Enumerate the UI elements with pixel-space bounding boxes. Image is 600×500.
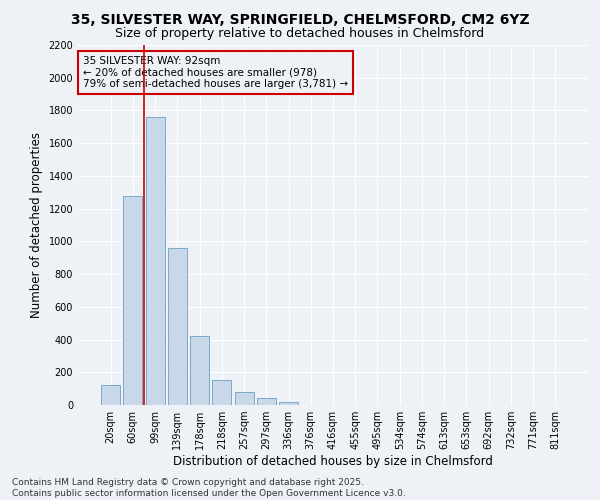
Y-axis label: Number of detached properties: Number of detached properties [30, 132, 43, 318]
Bar [212, 380, 231, 405]
Bar [124, 196, 142, 405]
Bar [101, 386, 120, 405]
Bar [235, 392, 254, 405]
X-axis label: Distribution of detached houses by size in Chelmsford: Distribution of detached houses by size … [173, 455, 493, 468]
Bar [257, 398, 276, 405]
Bar [168, 248, 187, 405]
Bar [190, 336, 209, 405]
Text: 35 SILVESTER WAY: 92sqm
← 20% of detached houses are smaller (978)
79% of semi-d: 35 SILVESTER WAY: 92sqm ← 20% of detache… [83, 56, 348, 89]
Text: Size of property relative to detached houses in Chelmsford: Size of property relative to detached ho… [115, 28, 485, 40]
Text: 35, SILVESTER WAY, SPRINGFIELD, CHELMSFORD, CM2 6YZ: 35, SILVESTER WAY, SPRINGFIELD, CHELMSFO… [71, 12, 529, 26]
Text: Contains HM Land Registry data © Crown copyright and database right 2025.
Contai: Contains HM Land Registry data © Crown c… [12, 478, 406, 498]
Bar [146, 117, 164, 405]
Bar [279, 402, 298, 405]
